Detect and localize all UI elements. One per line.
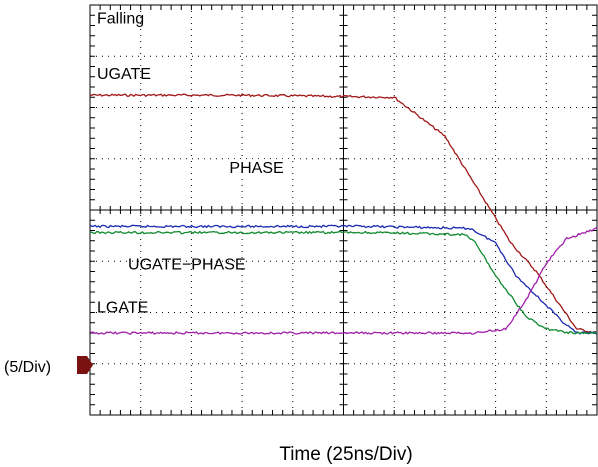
series-line-ugate <box>89 93 598 335</box>
series-line-ugate-phase <box>89 230 598 335</box>
annotation-ugate-phase: UGATE−PHASE <box>128 256 246 273</box>
x-axis-label: Time (25ns/Div) <box>279 444 412 465</box>
y-scale-label: (5/Div) <box>4 359 51 376</box>
grid <box>89 4 598 416</box>
series-line-lgate <box>89 226 598 335</box>
annotations: Falling UGATE PHASE UGATE−PHASE LGATE <box>97 10 292 317</box>
annotation-bg <box>227 159 292 178</box>
annotation-phase: PHASE <box>229 160 283 177</box>
annotation-ugate: UGATE <box>97 66 151 83</box>
series-line-phase <box>89 224 598 335</box>
annotation-falling: Falling <box>97 10 144 27</box>
ground-marker <box>77 356 93 374</box>
annotation-lgate: LGATE <box>97 300 148 317</box>
traces <box>89 93 598 335</box>
